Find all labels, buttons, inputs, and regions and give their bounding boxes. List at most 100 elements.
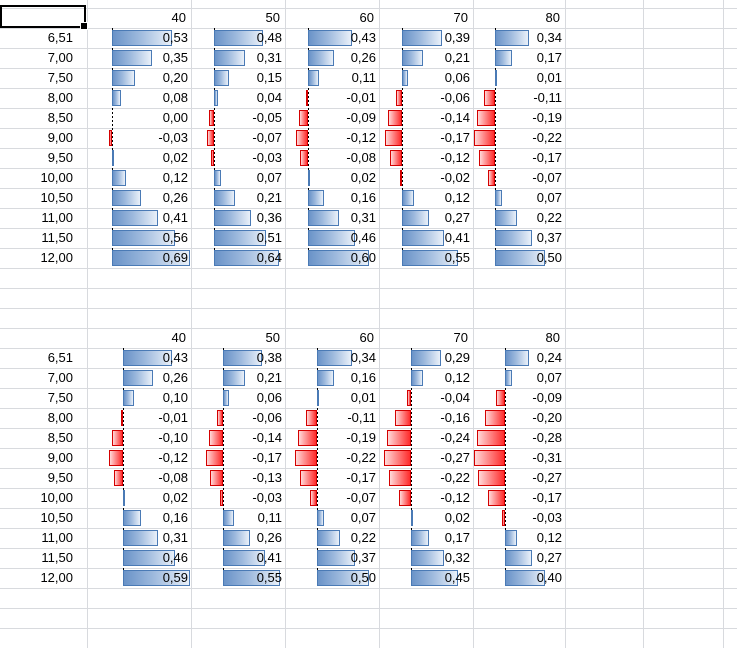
row-label-cell[interactable]: 10,50 — [40, 510, 73, 525]
row-label-cell[interactable]: 7,00 — [47, 370, 73, 385]
row-label-cell[interactable]: 8,50 — [47, 110, 73, 125]
value-cell[interactable]: -0,08 — [346, 150, 376, 165]
value-cell[interactable]: 0,37 — [536, 230, 562, 245]
value-cell[interactable]: -0,22 — [532, 130, 562, 145]
value-cell[interactable]: 0,11 — [351, 70, 376, 85]
value-cell[interactable]: 0,31 — [162, 530, 188, 545]
value-cell[interactable]: 0,45 — [444, 570, 470, 585]
value-cell[interactable]: -0,03 — [252, 490, 282, 505]
row-label-cell[interactable]: 11,00 — [41, 530, 73, 545]
value-cell[interactable]: 0,16 — [350, 370, 376, 385]
value-cell[interactable]: -0,17 — [532, 150, 562, 165]
value-cell[interactable]: 0,48 — [256, 30, 282, 45]
value-cell[interactable]: 0,21 — [444, 50, 470, 65]
value-cell[interactable]: -0,16 — [440, 410, 470, 425]
value-cell[interactable]: 0,35 — [162, 50, 188, 65]
value-cell[interactable]: -0,31 — [532, 450, 562, 465]
value-cell[interactable]: 0,59 — [162, 570, 188, 585]
value-cell[interactable]: 0,34 — [350, 350, 376, 365]
value-cell[interactable]: 0,43 — [350, 30, 376, 45]
value-cell[interactable]: 0,06 — [444, 70, 470, 85]
value-cell[interactable]: -0,11 — [347, 410, 376, 425]
value-cell[interactable]: 0,39 — [444, 30, 470, 45]
row-label-cell[interactable]: 12,00 — [40, 250, 73, 265]
value-cell[interactable]: 0,07 — [256, 170, 282, 185]
value-cell[interactable]: 0,41 — [256, 550, 282, 565]
value-cell[interactable]: 0,55 — [256, 570, 282, 585]
row-label-cell[interactable]: 9,50 — [47, 150, 73, 165]
row-label-cell[interactable]: 10,00 — [40, 490, 73, 505]
value-cell[interactable]: -0,19 — [346, 430, 376, 445]
value-cell[interactable]: -0,06 — [252, 410, 282, 425]
value-cell[interactable]: -0,06 — [440, 90, 470, 105]
row-label-cell[interactable]: 8,00 — [47, 410, 73, 425]
row-label-cell[interactable]: 9,00 — [47, 130, 73, 145]
value-cell[interactable]: 0,69 — [162, 250, 188, 265]
column-header-cell[interactable]: 70 — [453, 10, 468, 25]
value-cell[interactable]: 0,01 — [350, 390, 376, 405]
column-header-cell[interactable]: 60 — [359, 10, 374, 25]
value-cell[interactable]: -0,07 — [346, 490, 376, 505]
value-cell[interactable]: -0,03 — [158, 130, 188, 145]
value-cell[interactable]: -0,22 — [440, 470, 470, 485]
column-header-cell[interactable]: 40 — [171, 10, 186, 25]
column-header-cell[interactable]: 80 — [545, 330, 560, 345]
value-cell[interactable]: -0,05 — [252, 110, 282, 125]
row-label-cell[interactable]: 10,50 — [40, 190, 73, 205]
value-cell[interactable]: 0,34 — [536, 30, 562, 45]
value-cell[interactable]: -0,01 — [346, 90, 376, 105]
value-cell[interactable]: 0,27 — [444, 210, 470, 225]
value-cell[interactable]: 0,17 — [536, 50, 562, 65]
column-header-cell[interactable]: 70 — [453, 330, 468, 345]
row-label-cell[interactable]: 9,50 — [47, 470, 73, 485]
fill-handle[interactable] — [80, 22, 88, 30]
row-label-cell[interactable]: 6,51 — [47, 350, 73, 365]
value-cell[interactable]: -0,17 — [346, 470, 376, 485]
value-cell[interactable]: 0,02 — [444, 510, 470, 525]
value-cell[interactable]: -0,17 — [252, 450, 282, 465]
value-cell[interactable]: 0,12 — [444, 190, 470, 205]
column-header-cell[interactable]: 80 — [545, 10, 560, 25]
column-header-cell[interactable]: 40 — [171, 330, 186, 345]
row-label-cell[interactable]: 11,50 — [41, 230, 73, 245]
value-cell[interactable]: -0,12 — [158, 450, 188, 465]
value-cell[interactable]: 0,41 — [444, 230, 470, 245]
value-cell[interactable]: 0,04 — [256, 90, 282, 105]
value-cell[interactable]: 0,26 — [162, 370, 188, 385]
value-cell[interactable]: 0,53 — [162, 30, 188, 45]
value-cell[interactable]: 0,22 — [536, 210, 562, 225]
value-cell[interactable]: 0,41 — [162, 210, 188, 225]
value-cell[interactable]: 0,24 — [536, 350, 562, 365]
value-cell[interactable]: -0,10 — [158, 430, 188, 445]
row-label-cell[interactable]: 7,50 — [47, 390, 73, 405]
value-cell[interactable]: -0,03 — [252, 150, 282, 165]
value-cell[interactable]: -0,07 — [252, 130, 282, 145]
value-cell[interactable]: 0,12 — [444, 370, 470, 385]
column-header-cell[interactable]: 50 — [265, 10, 280, 25]
value-cell[interactable]: 0,07 — [536, 370, 562, 385]
value-cell[interactable]: -0,24 — [440, 430, 470, 445]
value-cell[interactable]: 0,50 — [536, 250, 562, 265]
value-cell[interactable]: 0,15 — [256, 70, 282, 85]
value-cell[interactable]: 0,26 — [256, 530, 282, 545]
selected-cell[interactable] — [0, 5, 88, 30]
row-label-cell[interactable]: 8,50 — [47, 430, 73, 445]
value-cell[interactable]: -0,17 — [440, 130, 470, 145]
value-cell[interactable]: 0,11 — [257, 510, 282, 525]
value-cell[interactable]: 0,46 — [350, 230, 376, 245]
value-cell[interactable]: 0,60 — [350, 250, 376, 265]
value-cell[interactable]: 0,08 — [162, 90, 188, 105]
value-cell[interactable]: 0,16 — [162, 510, 188, 525]
value-cell[interactable]: 0,07 — [350, 510, 376, 525]
value-cell[interactable]: -0,07 — [532, 170, 562, 185]
value-cell[interactable]: 0,21 — [256, 190, 282, 205]
value-cell[interactable]: 0,40 — [536, 570, 562, 585]
value-cell[interactable]: 0,12 — [162, 170, 188, 185]
value-cell[interactable]: 0,32 — [444, 550, 470, 565]
value-cell[interactable]: -0,12 — [440, 490, 470, 505]
value-cell[interactable]: 0,31 — [350, 210, 376, 225]
value-cell[interactable]: -0,03 — [532, 510, 562, 525]
value-cell[interactable]: -0,12 — [440, 150, 470, 165]
row-label-cell[interactable]: 9,00 — [47, 450, 73, 465]
value-cell[interactable]: 0,10 — [162, 390, 188, 405]
